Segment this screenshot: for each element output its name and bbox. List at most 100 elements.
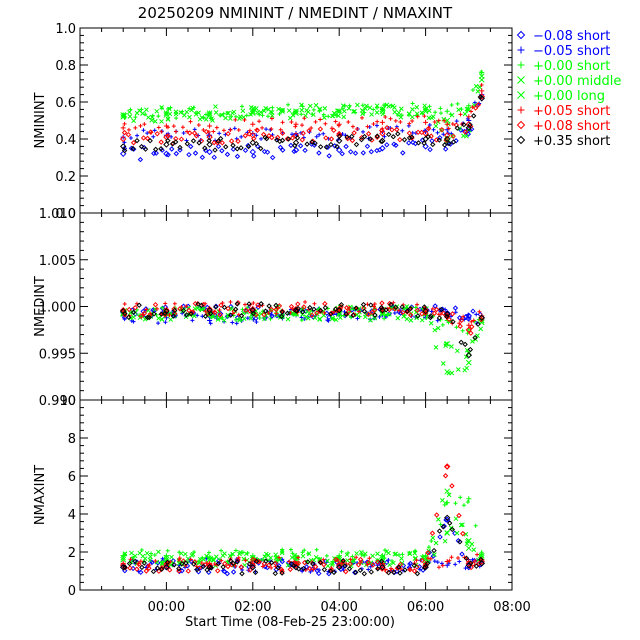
scatter-mark [129,550,134,556]
scatter-mark [237,317,242,323]
scatter-mark [180,125,185,130]
scatter-mark [404,316,410,322]
scatter-mark [410,107,415,112]
scatter-mark [222,144,229,150]
scatter-mark [367,105,373,111]
scatter-mark [450,133,456,139]
scatter-mark [215,317,221,322]
data-point [465,545,472,552]
scatter-mark [343,143,349,150]
scatter-mark [402,567,408,573]
scatter-mark [364,103,369,109]
scatter-mark [383,307,389,313]
scatter-mark [419,557,425,564]
scatter-mark [245,316,250,321]
scatter-mark [300,123,305,128]
scatter-mark [438,522,443,527]
scatter-mark [435,130,440,135]
scatter-mark [217,310,224,317]
legend-label: +0.35 short [533,134,610,149]
data-point [119,563,127,571]
scatter-mark [284,310,291,317]
scatter-mark [342,563,348,569]
scatter-mark [469,319,474,324]
scatter-mark [447,558,452,563]
x-tick-label: 08:00 [493,600,530,615]
scatter-mark [276,562,282,569]
y-tick-label: 1.010 [39,207,76,222]
scatter-mark [428,133,434,139]
scatter-mark [294,135,301,141]
scatter-mark [351,130,357,136]
scatter-mark [201,128,206,133]
scatter-mark [184,141,191,147]
scatter-mark [126,306,132,313]
scatter-mark [203,117,209,122]
scatter-mark [289,120,294,125]
scatter-mark [128,559,134,565]
scatter-mark [188,119,193,124]
y-tick-label: 0.4 [55,133,76,148]
scatter-mark [190,318,195,323]
scatter-mark [419,317,425,323]
scatter-mark [266,114,271,119]
scatter-mark [230,142,236,149]
scatter-mark [126,314,132,320]
scatter-mark [471,318,476,323]
data-point [335,562,343,569]
scatter-mark [452,305,459,311]
scatter-mark [169,554,174,560]
scatter-mark [396,110,402,116]
scatter-mark [454,125,461,131]
scatter-mark [429,138,435,144]
scatter-mark [426,556,431,561]
scatter-mark [269,565,274,570]
scatter-mark [435,325,441,331]
scatter-mark [291,148,297,155]
scatter-mark [407,312,414,318]
scatter-mark [217,307,222,312]
scatter-mark [433,512,440,518]
scatter-mark [360,150,366,156]
scatter-mark [419,110,425,116]
scatter-mark [407,566,413,573]
scatter-mark [433,540,439,546]
legend-marker [517,106,525,114]
scatter-mark [408,318,414,323]
scatter-mark [339,151,345,157]
scatter-mark [239,570,245,577]
scatter-mark [280,120,285,125]
scatter-mark [158,146,164,152]
scatter-mark [449,103,454,108]
scatter-mark [450,139,457,145]
scatter-mark [469,541,475,547]
scatter-mark [331,569,337,576]
scatter-mark [210,314,216,320]
scatter-mark [361,129,366,134]
data-point [119,135,127,143]
scatter-mark [215,143,222,150]
scatter-mark [383,312,389,318]
scatter-mark [136,569,141,574]
scatter-mark [455,367,461,372]
scatter-mark [328,311,334,317]
scatter-mark [301,304,307,310]
scatter-mark [204,567,210,573]
scatter-mark [264,127,269,132]
scatter-mark [158,566,165,572]
scatter-mark [201,557,207,562]
scatter-mark [133,115,138,120]
panels: 0.0 0.2 0.4 0.6 0.8 1.0 NMININT 0.990 0.995 1.000… [33,22,531,615]
scatter-mark [346,120,351,124]
scatter-mark [465,316,472,322]
scatter-mark [239,134,244,139]
legend-marker [516,135,526,145]
scatter-mark [138,569,144,576]
scatter-mark [165,152,171,158]
scatter-mark [414,104,420,110]
scatter-mark [346,566,353,572]
y-tick-label: 0.990 [39,394,76,409]
scatter-mark [463,566,468,571]
data-point [444,559,450,564]
scatter-mark [169,141,176,147]
